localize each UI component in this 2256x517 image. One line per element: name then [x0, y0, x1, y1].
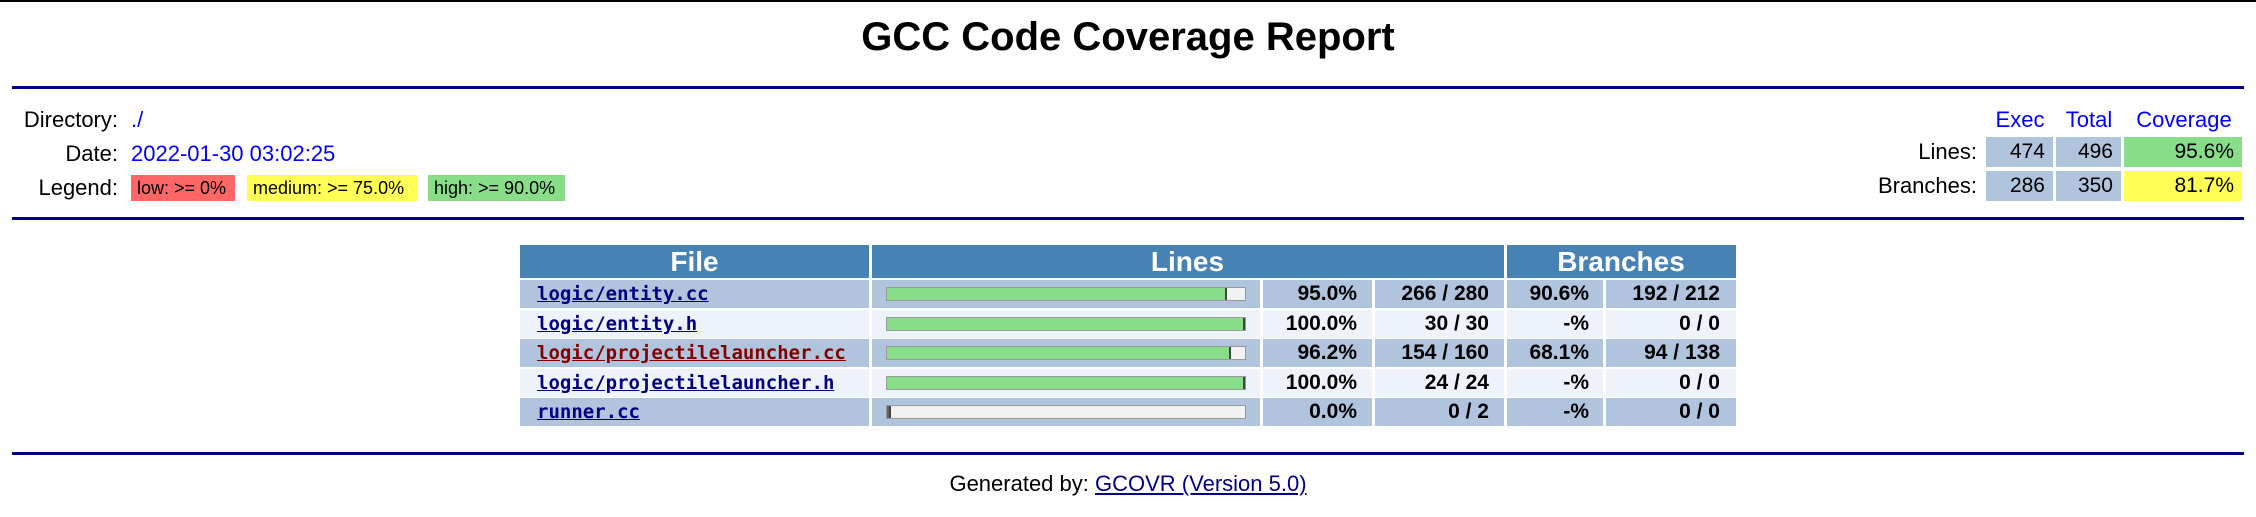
file-link[interactable]: logic/entity.h — [537, 313, 698, 335]
coverage-bar-fill — [887, 288, 1228, 300]
line-percent: 0.0% — [1309, 400, 1357, 423]
file-link[interactable]: logic/entity.cc — [537, 283, 709, 305]
divider-bottom — [12, 452, 2244, 455]
branch-count: 94 / 138 — [1644, 341, 1720, 364]
coverage-bar — [886, 317, 1246, 331]
coverage-bar-fill — [887, 377, 1245, 389]
summary-branches-coverage: 81.7% — [2124, 171, 2242, 201]
column-divider — [869, 245, 872, 428]
coverage-bar-fill — [887, 406, 891, 418]
branch-percent: -% — [1563, 312, 1589, 335]
file-link[interactable]: runner.cc — [537, 401, 640, 423]
line-count: 0 / 2 — [1448, 400, 1489, 423]
coverage-bar-fill — [887, 347, 1232, 359]
branch-percent: 68.1% — [1529, 341, 1589, 364]
summary-lines-coverage: 95.6% — [2124, 137, 2242, 167]
summary-lines-total: 496 — [2056, 137, 2121, 167]
line-percent: 100.0% — [1285, 371, 1357, 394]
coverage-bar — [886, 405, 1246, 419]
coverage-bar — [886, 376, 1246, 390]
coverage-bar — [886, 346, 1246, 360]
summary-header-total[interactable]: Total — [2065, 107, 2113, 132]
directory-label: Directory: — [23, 107, 118, 132]
branch-percent: 90.6% — [1529, 282, 1589, 305]
gcovr-link[interactable]: GCOVR (Version 5.0) — [1095, 471, 1307, 496]
line-count: 266 / 280 — [1401, 282, 1489, 305]
directory-value[interactable]: ./ — [131, 107, 144, 132]
column-divider — [1603, 278, 1606, 428]
branch-count: 0 / 0 — [1679, 312, 1720, 335]
table-header-file: File — [520, 245, 869, 278]
page-title: GCC Code Coverage Report — [861, 15, 1395, 59]
branch-count: 0 / 0 — [1679, 371, 1720, 394]
column-divider — [1504, 245, 1507, 428]
summary-branches-total: 350 — [2056, 171, 2121, 201]
column-divider — [1372, 278, 1375, 428]
branch-percent: -% — [1563, 400, 1589, 423]
line-count: 30 / 30 — [1424, 312, 1489, 335]
branch-count: 192 / 212 — [1632, 282, 1720, 305]
footer: Generated by: GCOVR (Version 5.0) — [0, 470, 2256, 498]
summary-branches-exec: 286 — [1986, 171, 2053, 201]
table-header-branches: Branches — [1506, 245, 1736, 278]
summary-lines-exec: 474 — [1986, 137, 2053, 167]
summary-branches-label: Branches: — [1877, 173, 1977, 198]
footer-prefix: Generated by: — [949, 471, 1089, 496]
legend-medium-badge: medium: >= 75.0% — [247, 175, 417, 201]
summary-header-coverage[interactable]: Coverage — [2136, 107, 2232, 132]
branch-percent: -% — [1563, 371, 1589, 394]
legend-label: Legend: — [38, 175, 118, 200]
line-count: 154 / 160 — [1401, 341, 1489, 364]
line-count: 24 / 24 — [1424, 371, 1489, 394]
line-percent: 100.0% — [1285, 312, 1357, 335]
date-value: 2022-01-30 03:02:25 — [131, 141, 336, 166]
date-label: Date: — [65, 141, 118, 166]
legend-high-badge: high: >= 90.0% — [428, 175, 565, 201]
branch-count: 0 / 0 — [1679, 400, 1720, 423]
coverage-bar — [886, 287, 1246, 301]
line-percent: 95.0% — [1297, 282, 1357, 305]
divider-top — [12, 86, 2244, 89]
column-divider — [1260, 278, 1263, 428]
table-header-lines: Lines — [871, 245, 1504, 278]
summary-lines-label: Lines: — [1918, 139, 1977, 164]
divider-middle — [12, 217, 2244, 220]
line-percent: 96.2% — [1297, 341, 1357, 364]
coverage-bar-fill — [887, 318, 1245, 330]
file-link[interactable]: logic/projectilelauncher.h — [537, 372, 835, 394]
file-link[interactable]: logic/projectilelauncher.cc — [537, 342, 846, 364]
summary-header-exec[interactable]: Exec — [1995, 107, 2045, 132]
top-border — [0, 0, 2256, 2]
legend-low-badge: low: >= 0% — [131, 175, 235, 201]
